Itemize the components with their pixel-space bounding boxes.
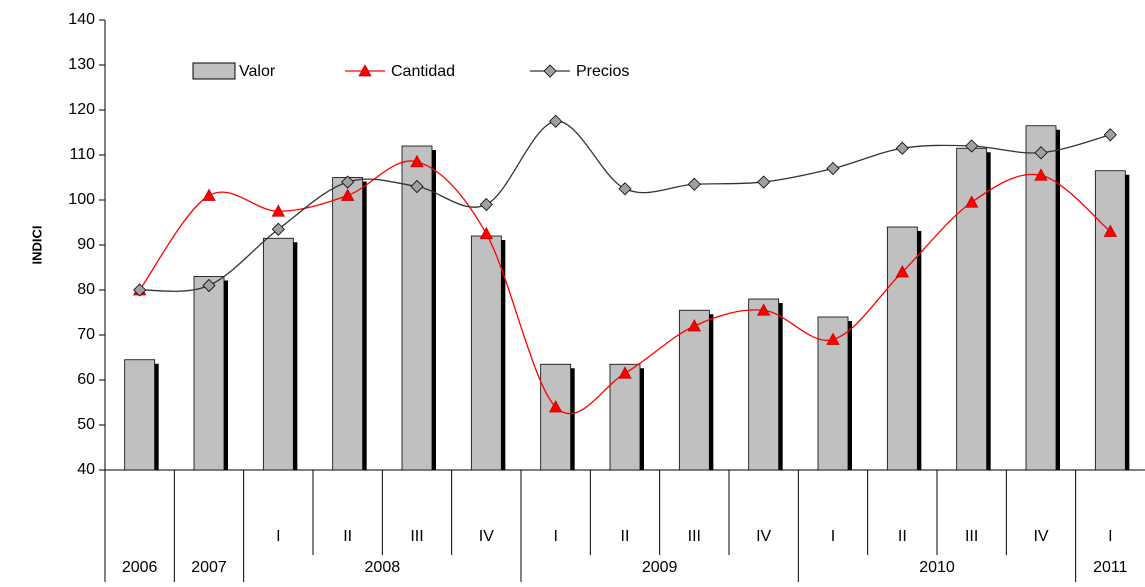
x-group-label: 2007	[191, 559, 227, 576]
bar	[748, 298, 780, 471]
marker	[202, 278, 216, 293]
x-group-label: 2009	[642, 559, 678, 576]
bar-group	[470, 235, 506, 471]
y-tick-label: 90	[77, 236, 95, 253]
x-tick-label: IV	[479, 528, 494, 545]
marker	[479, 197, 493, 212]
y-tick-label: 110	[69, 146, 95, 163]
marker	[1103, 224, 1118, 237]
marker	[202, 188, 216, 201]
x-tick-label: I	[553, 528, 557, 545]
bar-group	[886, 226, 922, 471]
marker	[826, 161, 840, 176]
bar-group	[193, 276, 228, 471]
y-tick-label: 120	[68, 101, 95, 118]
y-tick-label: 130	[68, 56, 95, 73]
bar-group	[1025, 125, 1060, 471]
bar-group	[748, 298, 783, 471]
bar	[540, 363, 572, 471]
bar	[193, 276, 225, 471]
x-tick-label: IV	[756, 528, 771, 545]
bar-group	[332, 177, 367, 471]
x-tick-label: I	[831, 528, 835, 545]
marker	[133, 283, 147, 297]
x-tick-label: II	[898, 528, 907, 545]
legend-label: Cantidad	[391, 63, 455, 80]
x-group-label: 2011	[1093, 559, 1128, 576]
marker	[687, 319, 702, 332]
y-tick-label: 40	[77, 461, 95, 478]
x-tick-label: III	[688, 528, 701, 545]
bar-group	[540, 363, 575, 471]
y-tick-label: 70	[77, 326, 95, 343]
marker	[341, 175, 355, 189]
marker	[687, 177, 701, 191]
marker	[618, 182, 632, 196]
legend-marker	[543, 64, 557, 78]
bar	[401, 145, 433, 471]
marker	[618, 366, 632, 379]
line	[139, 120, 1111, 292]
bar-group	[1094, 170, 1130, 471]
legend-label: Precios	[576, 63, 629, 80]
x-tick-label: III	[410, 528, 423, 545]
x-tick-label: IV	[1033, 528, 1048, 545]
bar	[124, 359, 156, 471]
legend-swatch	[192, 62, 236, 80]
line	[139, 160, 1111, 415]
y-tick-label: 80	[77, 281, 95, 298]
marker	[757, 175, 771, 189]
y-tick-label: 140	[68, 11, 95, 28]
x-tick-label: I	[276, 528, 280, 545]
y-tick-label: 60	[77, 371, 95, 388]
marker	[964, 195, 979, 208]
bar-group	[124, 359, 159, 471]
marker	[479, 226, 494, 240]
y-axis-label: INDICI	[29, 226, 44, 265]
marker	[756, 303, 771, 316]
marker	[1103, 128, 1117, 142]
bar	[262, 237, 294, 471]
bar	[886, 226, 918, 471]
legend-marker	[358, 64, 372, 77]
marker	[549, 114, 563, 128]
bar-group	[609, 363, 644, 471]
bar	[332, 177, 364, 471]
marker	[1034, 168, 1048, 181]
marker	[826, 332, 840, 345]
x-group-label: 2006	[122, 559, 158, 576]
marker	[548, 400, 563, 413]
marker	[410, 179, 424, 194]
x-tick-label: III	[965, 528, 978, 545]
x-tick-label: I	[1108, 528, 1112, 545]
x-tick-label: II	[621, 528, 630, 545]
marker	[410, 154, 424, 168]
bar-group	[817, 316, 852, 471]
bar-group	[262, 237, 298, 471]
bar	[678, 309, 710, 471]
marker	[895, 265, 910, 278]
bar-group	[678, 309, 714, 471]
marker	[965, 139, 979, 153]
legend-label: Valor	[239, 63, 276, 80]
y-tick-label: 50	[77, 416, 95, 433]
x-tick-label: II	[343, 528, 352, 545]
bar	[470, 235, 502, 471]
marker	[895, 141, 909, 155]
bar-group	[401, 145, 436, 471]
y-tick-label: 100	[68, 191, 95, 208]
x-group-label: 2008	[365, 559, 401, 576]
bar	[609, 363, 641, 471]
bar-group	[956, 147, 991, 471]
x-group-label: 2010	[919, 559, 955, 576]
bar	[1094, 170, 1126, 471]
marker	[1034, 146, 1048, 160]
bar	[1025, 125, 1057, 471]
marker	[271, 222, 285, 236]
marker	[271, 204, 286, 217]
marker	[340, 188, 355, 201]
